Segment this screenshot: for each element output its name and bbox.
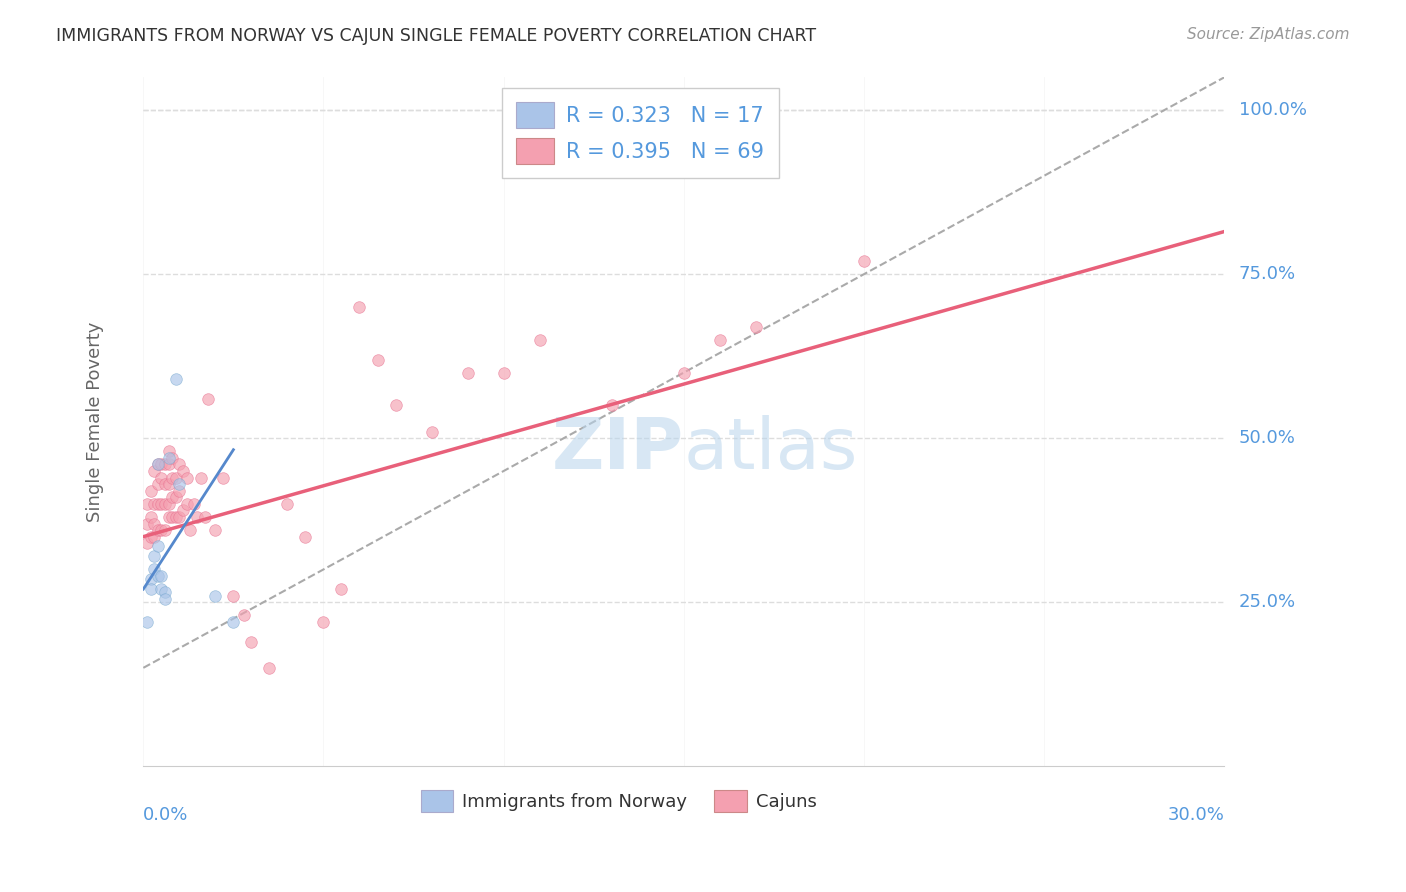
Point: [172, 503, 194, 517]
Point: [172, 464, 194, 478]
Text: Source: ZipAtlas.com: Source: ZipAtlas.com: [1187, 27, 1350, 42]
Point: [136, 615, 159, 629]
Point: [165, 470, 187, 484]
Point: [492, 366, 515, 380]
Point: [160, 510, 183, 524]
Legend: Immigrants from Norway, Cajuns: Immigrants from Norway, Cajuns: [413, 782, 824, 819]
Point: [197, 392, 219, 406]
Point: [672, 366, 695, 380]
Point: [136, 536, 159, 550]
Point: [194, 510, 217, 524]
Point: [745, 319, 768, 334]
Text: atlas: atlas: [683, 415, 858, 483]
Point: [139, 530, 162, 544]
Point: [211, 470, 233, 484]
Point: [146, 458, 169, 472]
Point: [146, 497, 169, 511]
Point: [165, 510, 187, 524]
Point: [330, 582, 353, 596]
Point: [146, 569, 169, 583]
Point: [165, 490, 187, 504]
Point: [143, 497, 166, 511]
Point: [190, 470, 212, 484]
Text: ZIP: ZIP: [551, 415, 683, 483]
Point: [165, 372, 187, 386]
Text: 25.0%: 25.0%: [1239, 593, 1296, 611]
Text: 50.0%: 50.0%: [1239, 429, 1295, 447]
Point: [276, 497, 298, 511]
Point: [153, 585, 176, 599]
Point: [136, 516, 159, 531]
Point: [204, 523, 226, 537]
Point: [179, 523, 201, 537]
Point: [153, 497, 176, 511]
Text: IMMIGRANTS FROM NORWAY VS CAJUN SINGLE FEMALE POVERTY CORRELATION CHART: IMMIGRANTS FROM NORWAY VS CAJUN SINGLE F…: [56, 27, 817, 45]
Point: [600, 399, 623, 413]
Point: [366, 352, 388, 367]
Point: [153, 523, 176, 537]
Point: [160, 490, 183, 504]
Point: [709, 333, 731, 347]
Point: [183, 497, 205, 511]
Point: [529, 333, 551, 347]
Point: [157, 458, 180, 472]
Point: [186, 510, 208, 524]
Point: [146, 458, 169, 472]
Point: [146, 540, 169, 554]
Point: [150, 497, 173, 511]
Point: [139, 572, 162, 586]
Point: [169, 477, 191, 491]
Point: [204, 589, 226, 603]
Point: [160, 450, 183, 465]
Point: [259, 661, 281, 675]
Point: [294, 530, 316, 544]
Point: [157, 497, 180, 511]
Point: [139, 510, 162, 524]
Point: [169, 483, 191, 498]
Text: 0.0%: 0.0%: [143, 805, 188, 823]
Point: [384, 399, 406, 413]
Point: [143, 549, 166, 564]
Point: [153, 477, 176, 491]
Point: [146, 477, 169, 491]
Point: [150, 523, 173, 537]
Point: [146, 523, 169, 537]
Point: [150, 582, 173, 596]
Point: [312, 615, 335, 629]
Point: [150, 458, 173, 472]
Point: [150, 569, 173, 583]
Point: [157, 510, 180, 524]
Point: [157, 477, 180, 491]
Point: [420, 425, 443, 439]
Point: [143, 530, 166, 544]
Point: [222, 589, 245, 603]
Text: 100.0%: 100.0%: [1239, 101, 1306, 120]
Point: [150, 470, 173, 484]
Point: [233, 608, 256, 623]
Point: [160, 470, 183, 484]
Point: [457, 366, 479, 380]
Point: [139, 582, 162, 596]
Text: 75.0%: 75.0%: [1239, 265, 1296, 284]
Point: [143, 562, 166, 576]
Point: [176, 470, 198, 484]
Point: [169, 458, 191, 472]
Point: [153, 458, 176, 472]
Point: [169, 510, 191, 524]
Point: [222, 615, 245, 629]
Point: [139, 483, 162, 498]
Point: [136, 497, 159, 511]
Point: [143, 464, 166, 478]
Point: [349, 300, 371, 314]
Point: [176, 497, 198, 511]
Text: Single Female Poverty: Single Female Poverty: [86, 322, 104, 522]
Point: [852, 254, 875, 268]
Point: [157, 450, 180, 465]
Point: [240, 634, 263, 648]
Point: [153, 591, 176, 606]
Point: [143, 516, 166, 531]
Text: 30.0%: 30.0%: [1167, 805, 1225, 823]
Point: [157, 444, 180, 458]
